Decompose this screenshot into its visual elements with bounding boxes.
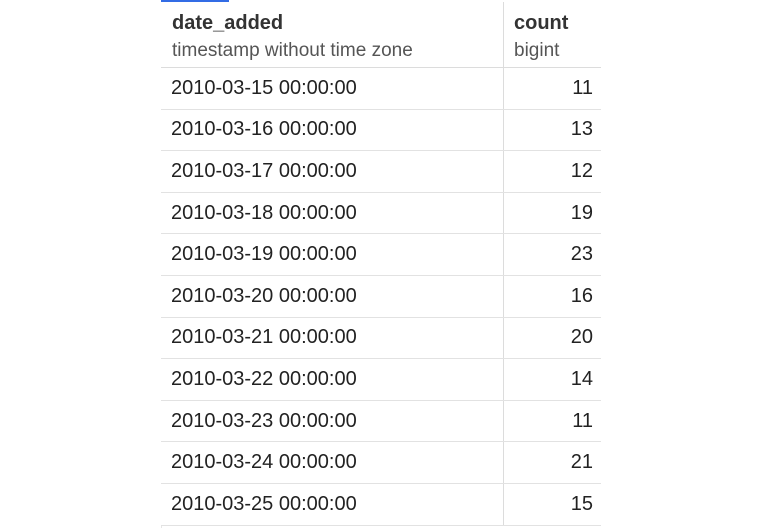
column-name: count bbox=[514, 12, 569, 34]
count-cell[interactable]: 14 bbox=[503, 359, 601, 400]
column-name: date_added bbox=[172, 12, 284, 34]
count-cell[interactable]: 13 bbox=[503, 109, 601, 151]
count-cell[interactable]: 11 bbox=[503, 68, 601, 109]
table-row[interactable]: 2010-03-18 00:00:00 19 bbox=[161, 192, 601, 235]
grid-header-row: date_added timestamp without time zone c… bbox=[161, 2, 601, 68]
table-row[interactable]: 2010-03-23 00:00:00 11 bbox=[161, 400, 601, 443]
date-added-cell[interactable]: 2010-03-15 00:00:00 bbox=[171, 76, 357, 99]
column-header-count[interactable]: count bigint bbox=[503, 2, 601, 68]
count-cell[interactable]: 11 bbox=[503, 400, 601, 442]
date-added-cell[interactable]: 2010-03-16 00:00:00 bbox=[171, 118, 357, 141]
active-tab-indicator bbox=[161, 0, 229, 2]
date-added-cell[interactable]: 2010-03-24 00:00:00 bbox=[171, 451, 357, 474]
date-added-cell[interactable]: 2010-03-19 00:00:00 bbox=[171, 243, 357, 266]
count-cell[interactable]: 21 bbox=[503, 442, 601, 483]
results-grid: date_added timestamp without time zone c… bbox=[161, 0, 601, 528]
date-added-cell[interactable]: 2010-03-21 00:00:00 bbox=[171, 326, 357, 349]
table-row[interactable]: 2010-03-17 00:00:00 12 bbox=[161, 151, 601, 193]
column-type: timestamp without time zone bbox=[172, 40, 413, 61]
grid-body: 2010-03-15 00:00:00 11 2010-03-16 00:00:… bbox=[161, 68, 601, 526]
count-cell[interactable]: 19 bbox=[503, 192, 601, 234]
date-added-cell[interactable]: 2010-03-23 00:00:00 bbox=[171, 409, 357, 432]
table-row[interactable]: 2010-03-15 00:00:00 11 bbox=[161, 68, 601, 110]
column-header-date-added[interactable]: date_added timestamp without time zone bbox=[161, 2, 503, 68]
count-cell[interactable]: 12 bbox=[503, 151, 601, 192]
date-added-cell[interactable]: 2010-03-22 00:00:00 bbox=[171, 367, 357, 390]
date-added-cell[interactable]: 2010-03-18 00:00:00 bbox=[171, 201, 357, 224]
date-added-cell[interactable]: 2010-03-17 00:00:00 bbox=[171, 159, 357, 182]
date-added-cell[interactable]: 2010-03-25 00:00:00 bbox=[171, 492, 357, 515]
table-row[interactable]: 2010-03-20 00:00:00 16 bbox=[161, 275, 601, 318]
table-row[interactable]: 2010-03-19 00:00:00 23 bbox=[161, 234, 601, 276]
table-row[interactable]: 2010-03-24 00:00:00 21 bbox=[161, 442, 601, 484]
table-row[interactable]: 2010-03-21 00:00:00 20 bbox=[161, 317, 601, 360]
table-row[interactable]: 2010-03-25 00:00:00 15 bbox=[161, 483, 601, 526]
column-type: bigint bbox=[514, 40, 560, 61]
count-cell[interactable]: 23 bbox=[503, 234, 601, 275]
count-cell[interactable]: 20 bbox=[503, 317, 601, 359]
count-cell[interactable]: 15 bbox=[503, 483, 601, 525]
date-added-cell[interactable]: 2010-03-20 00:00:00 bbox=[171, 284, 357, 307]
count-cell[interactable]: 16 bbox=[503, 275, 601, 317]
table-row[interactable]: 2010-03-16 00:00:00 13 bbox=[161, 109, 601, 152]
table-row[interactable]: 2010-03-22 00:00:00 14 bbox=[161, 359, 601, 401]
